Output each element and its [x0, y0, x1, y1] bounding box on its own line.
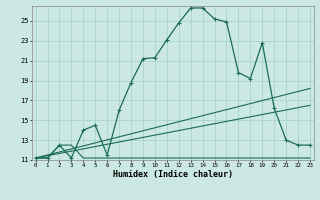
X-axis label: Humidex (Indice chaleur): Humidex (Indice chaleur): [113, 170, 233, 179]
